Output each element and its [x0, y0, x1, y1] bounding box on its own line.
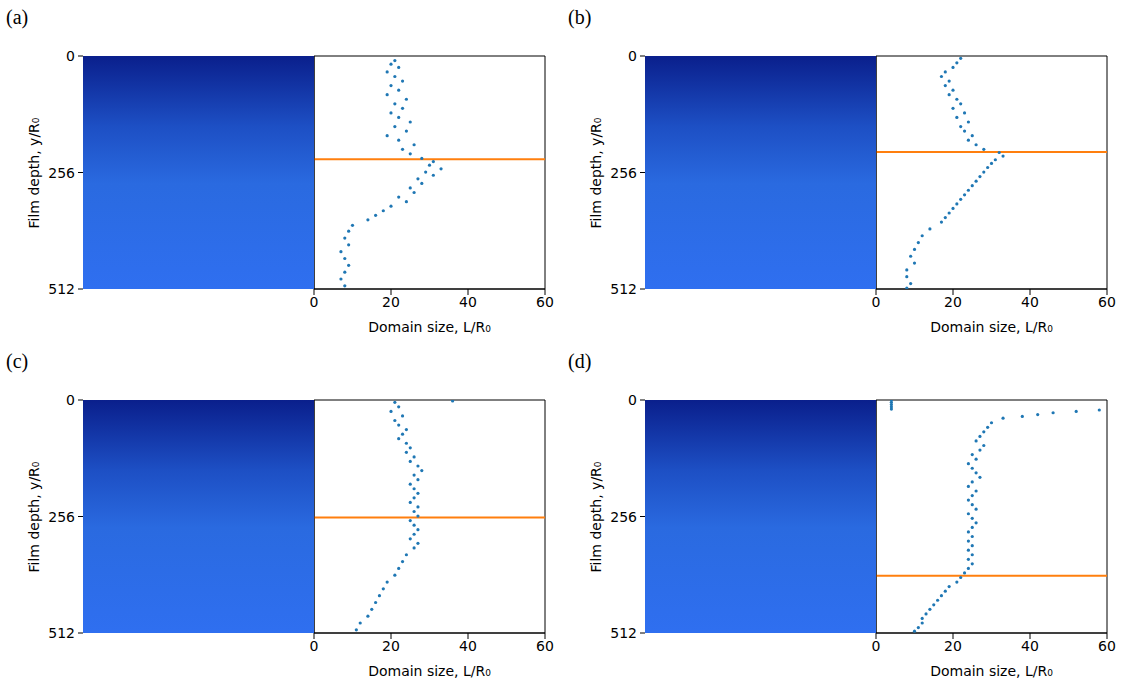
- html-text:Film depth, y/R₀: Film depth, y/R₀: [588, 117, 604, 228]
- svg-text:0: 0: [66, 392, 75, 408]
- html-text:(c): (c): [6, 350, 29, 372]
- svg-text:60: 60: [536, 294, 554, 310]
- svg-text:Domain size, L/R₀: Domain size, L/R₀: [930, 319, 1053, 334]
- svg-text:512: 512: [48, 281, 75, 297]
- svg-text:0: 0: [872, 294, 881, 310]
- svg-text:0: 0: [310, 638, 319, 654]
- html-text:Film depth, y/R₀: Film depth, y/R₀: [588, 461, 604, 572]
- svg-text:20: 20: [944, 294, 962, 310]
- svg-text:20: 20: [382, 294, 400, 310]
- svg-text:0: 0: [628, 48, 637, 64]
- svg-text:256: 256: [48, 165, 75, 181]
- svg-text:256: 256: [610, 165, 637, 181]
- svg-text:0: 0: [66, 48, 75, 64]
- html-text:(d): (d): [568, 350, 592, 372]
- svg-text:0: 0: [872, 638, 881, 654]
- svg-text:40: 40: [459, 638, 477, 654]
- svg-text:40: 40: [1021, 638, 1039, 654]
- svg-text:40: 40: [1021, 294, 1039, 310]
- svg-text:40: 40: [459, 294, 477, 310]
- svg-text:256: 256: [610, 509, 637, 525]
- svg-text:20: 20: [382, 638, 400, 654]
- svg-text:Domain size, L/R₀: Domain size, L/R₀: [368, 663, 491, 678]
- svg-text:512: 512: [610, 625, 637, 641]
- html-text:Film depth, y/R₀: Film depth, y/R₀: [26, 461, 42, 572]
- svg-text:Domain size, L/R₀: Domain size, L/R₀: [930, 663, 1053, 678]
- svg-text:60: 60: [1098, 638, 1116, 654]
- svg-text:Domain size, L/R₀: Domain size, L/R₀: [368, 319, 491, 334]
- svg-text:512: 512: [48, 625, 75, 641]
- svg-text:0: 0: [310, 294, 319, 310]
- svg-text:60: 60: [536, 638, 554, 654]
- html-text:Film depth, y/R₀: Film depth, y/R₀: [26, 117, 42, 228]
- svg-text:512: 512: [610, 281, 637, 297]
- svg-text:256: 256: [48, 509, 75, 525]
- svg-text:60: 60: [1098, 294, 1116, 310]
- svg-text:20: 20: [944, 638, 962, 654]
- svg-text:0: 0: [628, 392, 637, 408]
- html-text:(a): (a): [6, 6, 29, 28]
- html-text:(b): (b): [568, 6, 592, 28]
